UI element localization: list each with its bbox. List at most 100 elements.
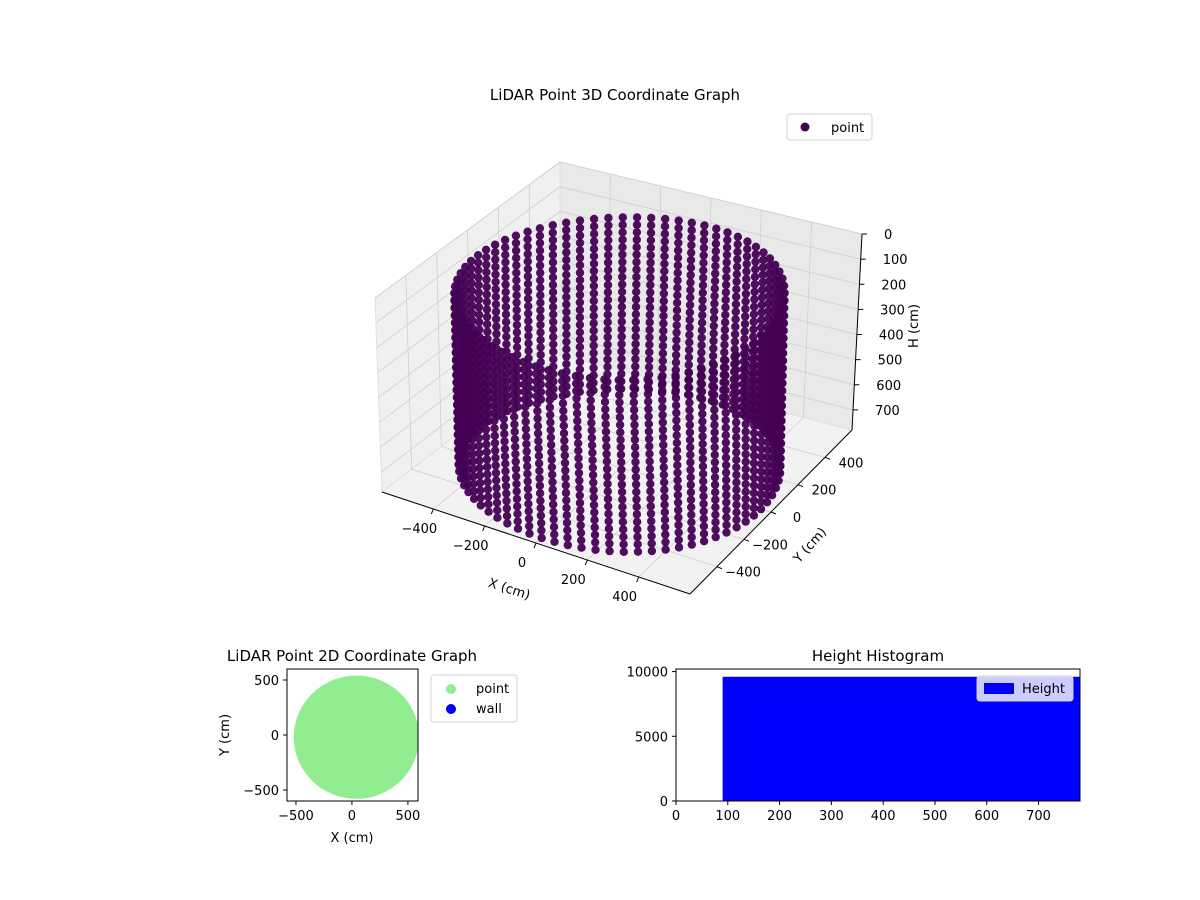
point-3d [548,280,558,289]
point-3d [501,250,510,260]
point-3d [544,373,554,382]
point-3d [764,333,773,342]
point-3d [710,398,719,407]
point-3d [710,291,719,301]
point-3d [731,365,741,375]
point-3d [686,285,695,295]
point-3d [741,412,750,421]
point-3d [548,492,558,502]
point-3d [731,358,741,367]
point-3d [500,235,510,245]
point-3d [770,318,779,327]
point-3d [732,500,741,509]
point-3d [631,317,640,326]
point-3d [732,262,742,271]
point-3d [741,390,750,399]
point-3d [572,401,581,411]
point-3d [490,240,500,249]
point-3d [575,328,585,337]
point-3d [616,450,626,459]
point-3d [617,354,626,364]
point-3d [499,422,509,431]
point-3d [602,457,612,466]
point-3d [685,413,694,422]
point-3d [603,487,612,496]
point-3d [764,378,773,387]
point-3d [535,231,545,240]
point-3d [513,524,523,533]
point-3d [756,504,766,514]
point-3d [722,513,731,522]
point-3d [491,461,500,470]
point-3d [536,496,545,505]
point-3d [685,308,695,317]
point-3d [562,322,571,332]
point-3d [602,434,611,444]
point-3d [524,324,533,333]
point-3d [750,280,759,289]
point-3d [489,386,498,396]
point-3d [520,380,529,389]
point-3d [697,387,707,396]
point-3d [741,352,750,361]
point-3d [708,351,718,361]
point-3d [645,348,654,357]
point-3d [575,275,585,285]
point-3d [685,398,694,407]
point-3d [603,273,613,282]
point-3d [524,499,533,508]
point-3d [750,361,759,370]
point-3d [658,418,667,427]
point-3d [490,416,499,425]
point-3d [512,283,521,292]
point-3d [616,443,625,452]
point-3d [741,312,750,321]
point-3d [522,454,532,464]
x-ticks-3d: −400 −200 0 200 400 [401,508,640,605]
point-3d [686,293,695,302]
point-3d [575,246,585,255]
point-3d [685,330,694,340]
point-3d [741,297,750,306]
point-3d [548,477,557,487]
point-3d [722,528,731,537]
point-3d [749,511,759,520]
point-3d [672,431,681,440]
legend-3d: point [786,113,873,141]
y-tick-label-3d: −200 [752,538,788,553]
point-3d [575,476,584,485]
x-tick-label-hist: 600 [974,809,999,824]
point-3d [685,323,694,332]
point-3d [721,310,730,320]
point-3d [741,304,750,314]
point-3d [710,428,719,437]
point-3d [471,344,481,353]
point-3d [603,280,613,290]
point-3d [501,459,510,468]
x-tick-label-hist: 200 [767,809,792,824]
point-3d [741,465,750,474]
point-3d [475,471,485,480]
point-cloud-3d [450,213,789,556]
point-3d [740,327,749,336]
point-3d [672,298,682,307]
point-3d [461,262,470,272]
point-3d [686,458,695,467]
y-tick-label-3d: −400 [725,566,761,581]
point-3d [589,237,599,246]
point-3d [686,270,695,280]
point-3d [647,516,656,526]
point-3d [674,528,683,537]
point-3d [721,401,730,410]
point-3d [631,295,641,304]
point-3d [633,540,642,549]
point-3d [466,367,475,377]
point-3d [673,261,683,270]
point-3d [535,489,545,498]
point-3d [723,235,732,245]
point-3d [741,397,750,406]
point-3d [758,270,767,280]
point-3d [450,288,459,298]
point-3d [547,440,556,449]
point-3d [756,489,766,499]
